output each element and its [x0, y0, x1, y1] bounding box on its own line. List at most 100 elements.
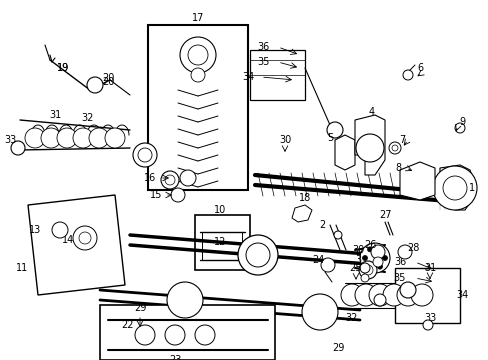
Text: 29: 29: [134, 303, 146, 313]
Circle shape: [397, 245, 411, 259]
Circle shape: [359, 263, 369, 273]
Circle shape: [362, 256, 367, 261]
Polygon shape: [28, 195, 125, 295]
Text: 14: 14: [62, 235, 74, 245]
Text: 32: 32: [345, 313, 357, 323]
Circle shape: [355, 134, 383, 162]
Circle shape: [171, 188, 184, 202]
Circle shape: [79, 232, 91, 244]
Circle shape: [164, 175, 175, 185]
Text: 28: 28: [406, 243, 418, 253]
Text: 7: 7: [398, 135, 404, 145]
Circle shape: [195, 325, 215, 345]
Text: 29: 29: [331, 343, 344, 353]
Bar: [195, 215, 249, 270]
Circle shape: [399, 282, 415, 298]
Circle shape: [372, 257, 382, 267]
Circle shape: [133, 143, 157, 167]
Text: 22: 22: [122, 320, 134, 330]
Circle shape: [382, 256, 386, 261]
Bar: [148, 25, 247, 190]
Circle shape: [367, 247, 372, 252]
Text: 20: 20: [102, 77, 114, 87]
Circle shape: [377, 264, 382, 269]
Circle shape: [370, 245, 384, 259]
Circle shape: [359, 243, 389, 273]
Polygon shape: [334, 135, 354, 170]
Text: 5: 5: [326, 133, 332, 143]
Bar: [100, 305, 274, 360]
Text: 15: 15: [149, 190, 162, 200]
Circle shape: [161, 171, 179, 189]
Text: 30: 30: [351, 245, 364, 255]
Circle shape: [362, 265, 372, 275]
Circle shape: [25, 128, 45, 148]
Circle shape: [41, 128, 61, 148]
Circle shape: [388, 142, 400, 154]
Bar: [249, 50, 305, 100]
Circle shape: [367, 264, 372, 269]
Text: 35: 35: [256, 57, 268, 67]
Circle shape: [320, 258, 334, 272]
Text: 13: 13: [29, 225, 41, 235]
Text: 6: 6: [416, 63, 422, 73]
Circle shape: [377, 247, 382, 252]
Circle shape: [105, 128, 125, 148]
Text: 36: 36: [393, 257, 406, 267]
Text: 32: 32: [81, 113, 94, 123]
Circle shape: [354, 284, 376, 306]
Text: 11: 11: [16, 263, 28, 273]
Circle shape: [442, 176, 466, 200]
Text: 24: 24: [311, 255, 324, 265]
Circle shape: [180, 170, 196, 186]
Text: 8: 8: [394, 163, 400, 173]
Circle shape: [333, 231, 341, 239]
Text: 4: 4: [368, 107, 374, 117]
Circle shape: [187, 45, 207, 65]
Text: 18: 18: [298, 193, 310, 203]
Text: 19: 19: [57, 63, 69, 73]
Text: 31: 31: [49, 110, 61, 120]
Polygon shape: [354, 115, 384, 175]
Circle shape: [245, 243, 269, 267]
Circle shape: [87, 77, 103, 93]
Circle shape: [360, 274, 368, 282]
Text: 3: 3: [354, 255, 360, 265]
Circle shape: [11, 141, 25, 155]
Circle shape: [368, 284, 390, 306]
Text: 20: 20: [102, 73, 114, 83]
Text: 33: 33: [423, 313, 435, 323]
Circle shape: [396, 284, 418, 306]
Circle shape: [410, 284, 432, 306]
Circle shape: [167, 282, 203, 318]
Polygon shape: [291, 205, 311, 222]
Polygon shape: [399, 162, 434, 200]
Text: 26: 26: [363, 240, 375, 250]
Circle shape: [358, 261, 376, 279]
Circle shape: [382, 284, 404, 306]
Circle shape: [73, 226, 97, 250]
Circle shape: [454, 123, 464, 133]
Text: 23: 23: [168, 355, 181, 360]
Circle shape: [326, 122, 342, 138]
Text: 12: 12: [213, 237, 226, 247]
Circle shape: [422, 320, 432, 330]
Circle shape: [180, 37, 216, 73]
Circle shape: [238, 235, 278, 275]
Text: 19: 19: [57, 63, 69, 73]
Text: 27: 27: [378, 210, 390, 220]
Text: 17: 17: [191, 13, 204, 23]
Text: 10: 10: [213, 205, 225, 215]
Text: 30: 30: [278, 135, 290, 145]
Text: 35: 35: [393, 273, 406, 283]
Text: 36: 36: [256, 42, 268, 52]
Text: 16: 16: [143, 173, 156, 183]
Circle shape: [302, 294, 337, 330]
Circle shape: [164, 325, 184, 345]
Text: 31: 31: [423, 263, 435, 273]
Circle shape: [340, 284, 362, 306]
Text: 34: 34: [242, 72, 254, 82]
Circle shape: [135, 325, 155, 345]
Text: 25: 25: [349, 263, 362, 273]
Text: 1: 1: [468, 183, 474, 193]
